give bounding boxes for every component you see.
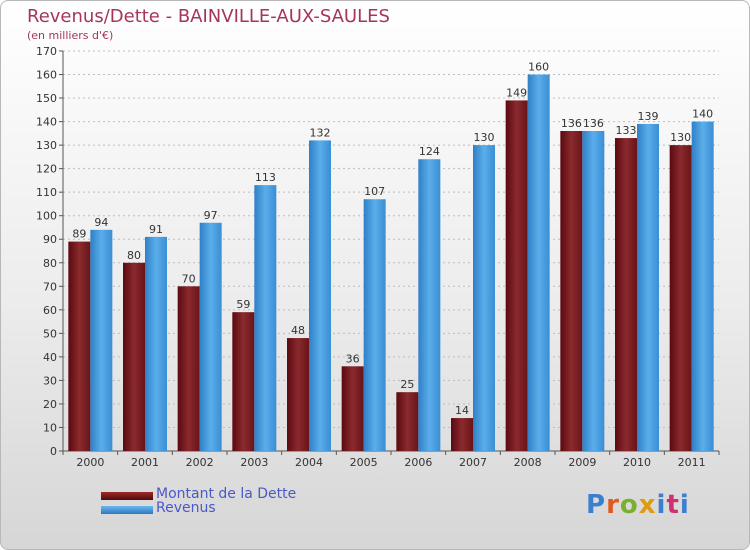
data-label: 160 (528, 61, 549, 74)
bar-revenus (527, 74, 550, 451)
legend-label-dette: Montant de la Dette (156, 486, 297, 502)
bar-revenus (418, 159, 441, 451)
bar-revenus (199, 222, 222, 451)
data-label: 80 (127, 249, 141, 262)
bar-dette (232, 312, 255, 451)
data-label: 133 (616, 124, 637, 137)
data-label: 94 (94, 216, 108, 229)
x-tick-label: 2011 (678, 456, 706, 469)
x-tick-label: 2001 (131, 456, 159, 469)
data-label: 97 (204, 209, 218, 222)
y-tick-label: 50 (43, 327, 57, 340)
data-label: 132 (310, 126, 331, 139)
y-tick-label: 150 (36, 92, 57, 105)
data-label: 107 (364, 185, 385, 198)
data-label: 136 (561, 117, 582, 130)
data-label: 91 (149, 223, 163, 236)
data-label: 139 (638, 110, 659, 123)
y-tick-label: 90 (43, 233, 57, 246)
y-tick-label: 170 (36, 45, 57, 58)
bar-revenus (637, 123, 659, 452)
bar-dette (451, 418, 473, 451)
chart-title: Revenus/Dette - BAINVILLE-AUX-SAULES (27, 6, 390, 27)
y-tick-label: 110 (36, 186, 57, 199)
logo-letter: x (638, 490, 657, 520)
data-label: 59 (236, 298, 250, 311)
data-label: 36 (346, 352, 360, 365)
y-tick-label: 60 (43, 304, 57, 317)
logo-letter: i (656, 490, 667, 520)
y-tick-label: 10 (43, 421, 57, 434)
bar-dette (560, 131, 583, 451)
bar-dette (396, 392, 419, 451)
y-tick-label: 140 (36, 116, 57, 129)
data-label: 130 (670, 131, 691, 144)
x-tick-label: 2009 (568, 456, 596, 469)
logo-letter: P (586, 490, 607, 520)
x-tick-label: 2003 (240, 456, 268, 469)
data-label: 140 (692, 108, 713, 121)
y-tick-label: 40 (43, 351, 57, 364)
bar-dette (669, 145, 692, 451)
data-label: 89 (72, 228, 86, 241)
legend-swatch-revenus (101, 506, 153, 514)
logo-letter: t (666, 490, 680, 520)
x-tick-label: 2010 (623, 456, 651, 469)
logo-letter: o (619, 490, 639, 520)
y-tick-label: 70 (43, 280, 57, 293)
data-label: 113 (255, 171, 276, 184)
y-tick-label: 20 (43, 398, 57, 411)
logo-letter: r (606, 490, 620, 520)
chart-subtitle: (en milliers d'€) (27, 29, 114, 42)
y-tick-label: 80 (43, 257, 57, 270)
x-tick-label: 2005 (350, 456, 378, 469)
bar-dette (68, 241, 91, 451)
bar-dette (287, 338, 309, 451)
x-tick-label: 2000 (76, 456, 104, 469)
bar-revenus (90, 229, 113, 451)
bar-revenus (363, 199, 386, 451)
x-tick-label: 2008 (514, 456, 542, 469)
legend-label-revenus: Revenus (156, 500, 216, 516)
bar-revenus (691, 121, 714, 452)
bar-revenus (254, 185, 277, 451)
data-label: 124 (419, 145, 440, 158)
legend-swatch-dette (101, 492, 153, 500)
data-label: 70 (182, 272, 196, 285)
bar-revenus (309, 140, 331, 452)
data-label: 130 (474, 131, 495, 144)
data-label: 25 (400, 378, 414, 391)
y-tick-label: 130 (36, 139, 57, 152)
bar-dette (177, 286, 200, 451)
bar-revenus (473, 145, 495, 451)
bar-dette (123, 262, 145, 451)
x-tick-label: 2002 (186, 456, 214, 469)
x-tick-label: 2006 (404, 456, 432, 469)
bar-dette (505, 100, 528, 451)
bar-revenus (582, 131, 605, 451)
y-tick-label: 160 (36, 69, 57, 82)
x-tick-label: 2007 (459, 456, 487, 469)
bar-revenus (145, 236, 167, 451)
data-label: 149 (506, 86, 527, 99)
data-label: 14 (455, 404, 469, 417)
bar-dette (341, 366, 364, 451)
y-tick-label: 100 (36, 210, 57, 223)
proxiti-logo: Proxiti (586, 490, 690, 520)
logo-letter: i (679, 490, 690, 520)
data-label: 48 (291, 324, 305, 337)
x-tick-label: 2004 (295, 456, 323, 469)
y-tick-label: 0 (50, 445, 57, 458)
data-label: 136 (583, 117, 604, 130)
y-tick-label: 30 (43, 374, 57, 387)
bar-dette (615, 138, 637, 451)
y-tick-label: 120 (36, 163, 57, 176)
